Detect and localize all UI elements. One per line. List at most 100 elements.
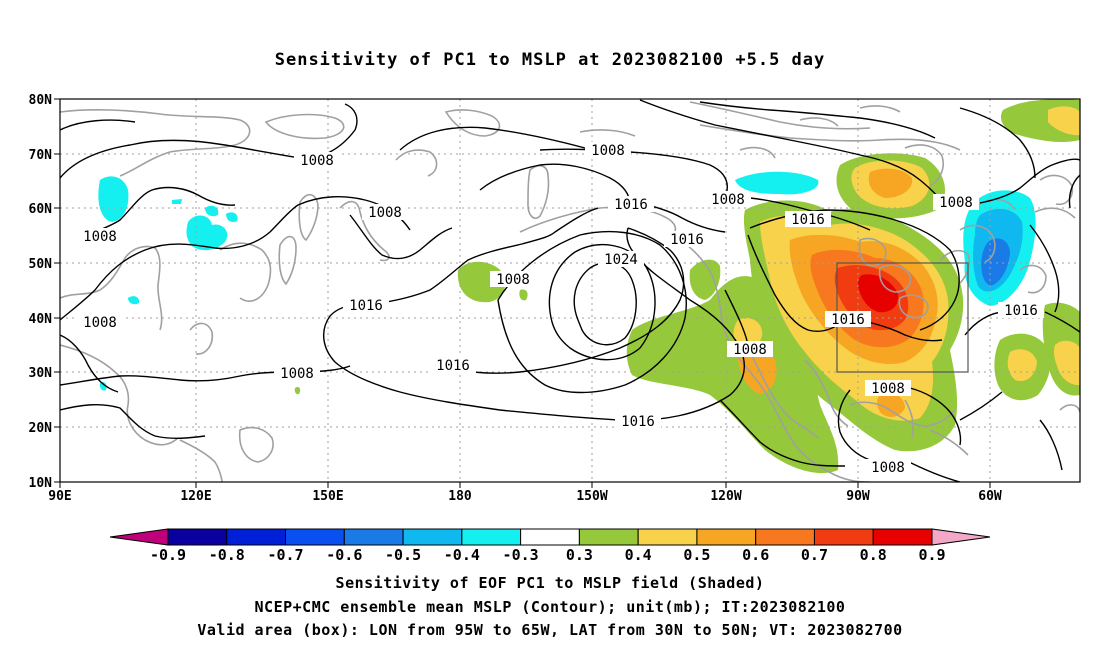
- colorbar-box: [402, 528, 463, 546]
- svg-text:1016: 1016: [349, 298, 383, 314]
- svg-text:1008: 1008: [871, 381, 905, 397]
- map-plot-area: 1008 1008 1008 1008 1008 1016 1016 1024 …: [60, 99, 1080, 482]
- svg-text:1016: 1016: [670, 232, 704, 248]
- colorbar-tick-label: -0.7: [267, 546, 303, 564]
- colorbar-tick-label: -0.4: [444, 546, 480, 564]
- colorbar-tick-label: -0.9: [150, 546, 186, 564]
- contour-label: 1008: [865, 459, 911, 476]
- caption-line-2: NCEP+CMC ensemble mean MSLP (Contour); u…: [254, 598, 846, 616]
- svg-text:1016: 1016: [614, 197, 648, 213]
- negative-sensitivity-shading: [98, 171, 1036, 391]
- contour-label: 1008: [585, 142, 631, 159]
- colorbar-box: [637, 528, 698, 546]
- contour-label: 1008: [294, 152, 340, 169]
- contour-label: 1016: [664, 231, 710, 248]
- svg-text:1008: 1008: [871, 460, 905, 476]
- colorbar-tick-label: 0.3: [566, 546, 593, 564]
- colorbar-box: [226, 528, 287, 546]
- contour-label: 1008: [865, 380, 911, 397]
- svg-text:1008: 1008: [496, 272, 530, 288]
- lat-label: 40N: [29, 312, 53, 327]
- contour-label: 1008: [77, 314, 123, 331]
- contour-label: 1016: [343, 297, 389, 314]
- colorbar-tick-label: 0.7: [801, 546, 828, 564]
- contour-label: 1016: [998, 302, 1044, 319]
- lon-label: 60W: [978, 489, 1002, 504]
- contour-label: 1024: [598, 251, 644, 268]
- colorbar-box: [696, 528, 757, 546]
- contour-label: 1016: [825, 311, 871, 328]
- lat-label: 60N: [29, 202, 53, 217]
- map-title: Sensitivity of PC1 to MSLP at 2023082100…: [274, 50, 826, 70]
- colorbar-box: [167, 528, 228, 546]
- colorbar-box: [520, 528, 580, 546]
- lat-label: 80N: [29, 93, 53, 108]
- svg-text:1008: 1008: [300, 153, 334, 169]
- colorbar-tick-label: 0.9: [918, 546, 945, 564]
- lon-label: 150W: [576, 489, 607, 504]
- colorbar-tick-label: -0.8: [209, 546, 245, 564]
- svg-text:1008: 1008: [368, 205, 402, 221]
- contour-label: 1008: [77, 228, 123, 245]
- lon-label: 90E: [48, 489, 71, 504]
- contour-label: 1008: [362, 204, 408, 221]
- contour-label: 1016: [608, 196, 654, 213]
- svg-text:1016: 1016: [791, 212, 825, 228]
- colorbar-tick-label: 0.8: [860, 546, 887, 564]
- colorbar-tick-label: 0.6: [742, 546, 769, 564]
- svg-text:1016: 1016: [1004, 303, 1038, 319]
- colorbar-left-end: [109, 528, 169, 546]
- svg-text:1008: 1008: [591, 143, 625, 159]
- lat-label: 70N: [29, 148, 53, 163]
- lat-label: 20N: [29, 421, 53, 436]
- longitude-labels: 90E 120E 150E 180 150W 120W 90W 60W: [48, 489, 1002, 504]
- colorbar-box: [813, 528, 874, 546]
- svg-text:1008: 1008: [280, 366, 314, 382]
- contour-label: 1008: [490, 271, 536, 288]
- colorbar-box: [578, 528, 639, 546]
- caption-line-3: Valid area (box): LON from 95W to 65W, L…: [197, 621, 903, 639]
- svg-text:1008: 1008: [83, 315, 117, 331]
- lon-label: 120E: [180, 489, 211, 504]
- svg-text:1008: 1008: [939, 195, 973, 211]
- colorbar-tick-label: -0.5: [385, 546, 421, 564]
- colorbar-tick-label: -0.3: [503, 546, 539, 564]
- lat-label: 10N: [29, 476, 53, 491]
- contour-label: 1016: [785, 211, 831, 228]
- contour-label: 1008: [727, 341, 773, 358]
- colorbar-right-end: [931, 528, 991, 546]
- svg-text:1024: 1024: [604, 252, 638, 268]
- colorbar-tick-label: 0.5: [683, 546, 710, 564]
- axis-ticks: [54, 98, 991, 488]
- svg-text:1008: 1008: [711, 192, 745, 208]
- colorbar-box: [285, 528, 345, 546]
- svg-text:1016: 1016: [831, 312, 865, 328]
- colorbar-box: [755, 528, 815, 546]
- contour-label: 1016: [430, 357, 476, 374]
- colorbar: -0.9 -0.8 -0.7 -0.6 -0.5 -0.4 -0.3 0.3 0.4 0.5 0.6…: [109, 528, 991, 564]
- lat-label: 30N: [29, 366, 53, 381]
- lat-label: 50N: [29, 257, 53, 272]
- colorbar-box: [343, 528, 404, 546]
- plot-frame: [59, 98, 1081, 483]
- svg-text:1016: 1016: [436, 358, 470, 374]
- colorbar-tick-label: -0.6: [326, 546, 362, 564]
- lat-lon-grid: [60, 99, 1080, 482]
- caption-line-1: Sensitivity of EOF PC1 to MSLP field (Sh…: [335, 574, 765, 592]
- contour-label: 1016: [615, 413, 661, 430]
- colorbar-box: [461, 528, 522, 546]
- contour-label: 1008: [274, 365, 320, 382]
- lon-label: 120W: [710, 489, 741, 504]
- svg-text:1008: 1008: [733, 342, 767, 358]
- colorbar-box: [872, 528, 933, 546]
- contour-labels: 1008 1008 1008 1008 1008 1016 1016 1024 …: [77, 142, 1044, 476]
- contour-label: 1008: [933, 194, 979, 211]
- lon-label: 150E: [312, 489, 343, 504]
- svg-text:1008: 1008: [83, 229, 117, 245]
- colorbar-tick-label: 0.4: [625, 546, 652, 564]
- positive-sensitivity-shading: [294, 99, 1080, 474]
- contour-label: 1008: [705, 191, 751, 208]
- lon-label: 180: [448, 489, 472, 504]
- latitude-labels: 80N 70N 60N 50N 40N 30N 20N 10N: [29, 93, 53, 491]
